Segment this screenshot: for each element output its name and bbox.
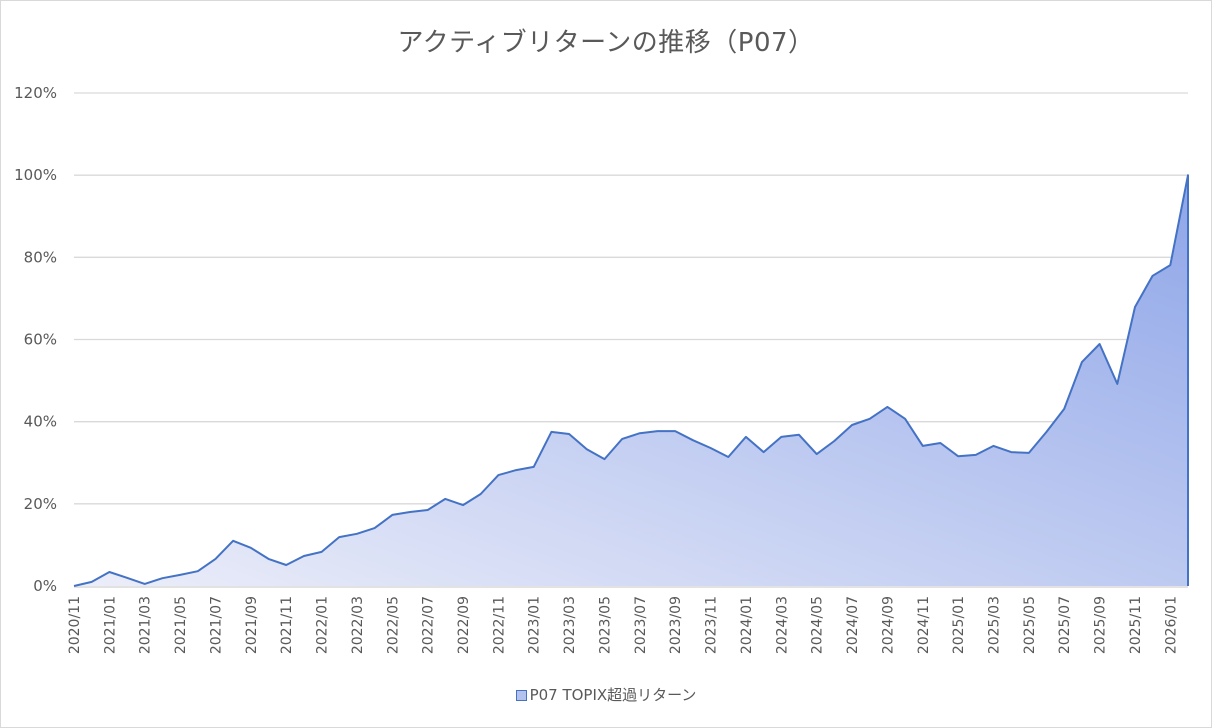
x-tick-label: 2023/03 [562,596,578,654]
y-tick-label: 20% [24,495,57,513]
x-tick-label: 2021/03 [138,596,154,654]
x-tick-label: 2025/09 [1093,596,1109,654]
x-tick-label: 2022/01 [315,596,331,654]
x-tick-label: 2025/01 [951,596,967,654]
gridlines [74,92,1188,505]
x-tick-label: 2023/07 [633,596,649,654]
x-tick-label: 2024/11 [916,596,932,654]
x-tick-label: 2022/09 [456,596,472,654]
legend: P07 TOPIX超過リターン [0,684,1212,705]
area-series-line [73,174,1189,587]
x-tick-label: 2022/03 [350,596,366,654]
x-tick-label: 2025/11 [1128,596,1144,654]
legend-label: P07 TOPIX超過リターン [529,686,697,704]
chart-title: アクティブリターンの推移（P07） [397,28,815,58]
x-tick-label: 2024/05 [810,596,826,654]
x-tick-label: 2020/11 [67,596,83,654]
x-tick-label: 2025/03 [986,596,1002,654]
x-tick-label: 2023/09 [668,596,684,654]
y-tick-label: 100% [14,166,57,184]
x-tick-label: 2022/07 [421,596,437,654]
x-tick-label: 2022/11 [491,596,507,654]
y-tick-label: 0% [33,577,57,595]
y-tick-label: 80% [24,248,57,266]
x-tick-label: 2025/07 [1057,596,1073,654]
x-tick-label: 2025/05 [1022,596,1038,654]
y-axis-labels: 0% 20% 40% 60% 80% 100% 120% [14,84,57,595]
x-tick-label: 2023/05 [597,596,613,654]
x-tick-label: 2021/01 [102,596,118,654]
area-series-fill [74,175,1188,586]
x-tick-label: 2023/11 [704,596,720,654]
y-tick-label: 40% [24,413,57,431]
x-tick-label: 2021/09 [244,596,260,654]
x-tick-label: 2024/03 [774,596,790,654]
x-tick-label: 2021/05 [173,596,189,654]
legend-swatch-icon [515,690,527,701]
x-tick-label: 2026/01 [1163,596,1179,654]
x-tick-label: 2024/07 [845,596,861,654]
x-tick-label: 2024/09 [880,596,896,654]
x-tick-label: 2022/05 [385,596,401,654]
x-tick-label: 2021/07 [208,596,224,654]
x-tick-label: 2024/01 [739,596,755,654]
y-tick-label: 60% [24,331,57,349]
y-tick-label: 120% [14,84,57,102]
x-axis-labels: 2020/11 2021/01 2021/03 2021/05 2021/07 2021/… [67,596,1179,654]
x-tick-label: 2021/11 [279,596,295,654]
x-tick-label: 2023/01 [527,596,543,654]
